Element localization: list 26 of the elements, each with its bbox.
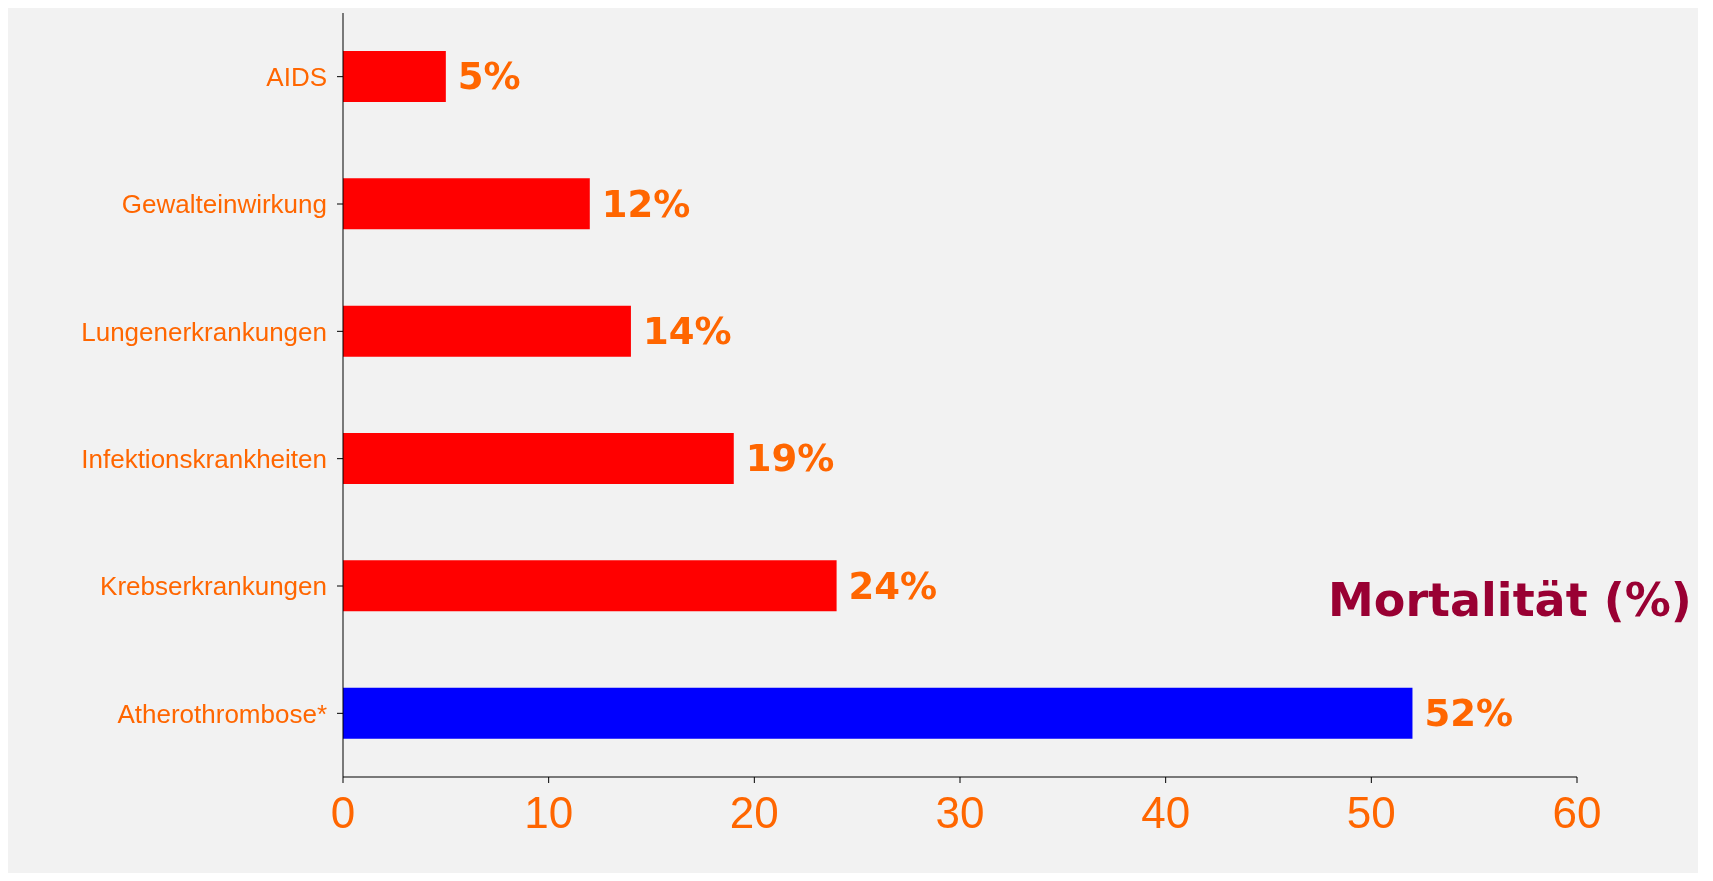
data-label: 14%	[642, 310, 732, 354]
y-tick-label: AIDS	[266, 61, 327, 92]
bar	[343, 687, 1413, 739]
data-label: 19%	[745, 437, 835, 481]
bar	[343, 305, 631, 357]
x-tick-label: 10	[524, 788, 574, 838]
x-tick-label: 30	[935, 788, 985, 838]
bar	[343, 178, 590, 230]
x-tick-label: 20	[729, 788, 779, 838]
text: Mortalität (%)	[1328, 573, 1692, 627]
x-tick-label: 60	[1552, 788, 1602, 838]
y-tick-label: Atherothrombose*	[117, 698, 327, 729]
data-label: 5%	[457, 55, 521, 99]
data-label: 52%	[1424, 692, 1514, 736]
bar	[343, 560, 837, 612]
x-tick-label: 50	[1346, 788, 1396, 838]
y-tick-label: Krebserkrankungen	[100, 571, 327, 602]
bar	[343, 433, 734, 484]
x-tick-label: 40	[1141, 788, 1191, 838]
bar	[343, 51, 446, 102]
data-label: 24%	[848, 564, 938, 608]
y-tick-label: Gewalteinwirkung	[121, 189, 327, 220]
x-tick-label: 0	[330, 788, 356, 838]
y-tick-label: Infektionskrankheiten	[81, 443, 327, 474]
y-tick-label: Lungenerkrankungen	[81, 316, 327, 347]
data-label: 12%	[601, 182, 691, 226]
